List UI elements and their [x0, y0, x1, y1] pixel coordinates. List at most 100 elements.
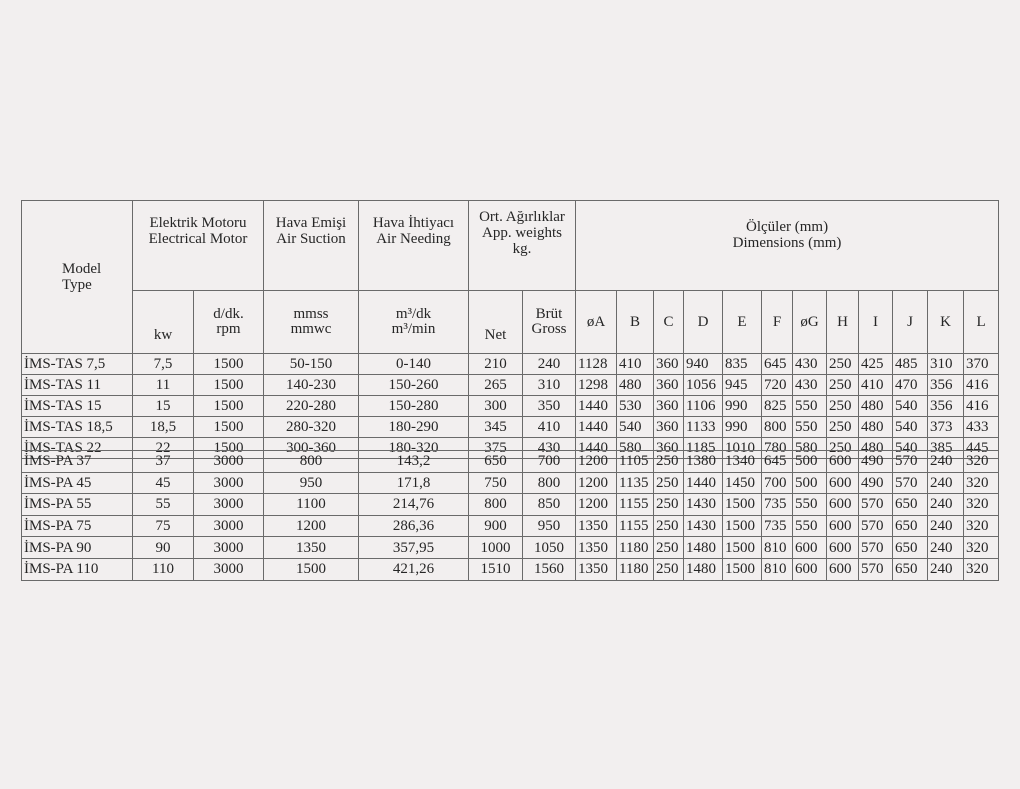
value-cell: 90 [132, 536, 194, 559]
value-cell: 18,5 [132, 416, 194, 438]
value-cell: 250 [826, 395, 860, 417]
value-cell: 500 [792, 471, 827, 495]
value-cell: 373 [927, 416, 965, 438]
value-cell: 1440 [575, 395, 618, 417]
header-dim: B [616, 290, 655, 354]
value-cell: 750 [468, 471, 523, 495]
value-cell: 250 [826, 416, 860, 438]
value-cell: 250 [653, 536, 684, 559]
header-dim: K [927, 290, 965, 354]
value-cell: 416 [963, 395, 1000, 417]
value-cell: 645 [761, 353, 794, 375]
value-cell: 1298 [575, 374, 618, 396]
value-cell: 1500 [722, 514, 762, 538]
value-cell: 1480 [683, 557, 723, 581]
value-cell: 1560 [522, 557, 576, 581]
table-row: İMS-PA 55 55 3000 1100 214,76 800 850 1200 1155 2… [21, 493, 999, 516]
value-cell: 1500 [263, 557, 359, 581]
value-cell: 1200 [575, 450, 617, 473]
header-net: Net [468, 290, 523, 354]
value-cell: 143,2 [358, 450, 469, 473]
value-cell: 600 [826, 493, 859, 516]
value-cell: 110 [132, 557, 194, 581]
value-cell: 240 [927, 471, 964, 495]
spec-table-tas: Model Type Elektrik Motoru Electrical Moto… [21, 200, 1000, 459]
header-dim: E [722, 290, 763, 354]
value-cell: 1056 [683, 374, 724, 396]
value-cell: 15 [132, 395, 194, 417]
header-dim: I [858, 290, 894, 354]
value-cell: 470 [892, 374, 929, 396]
value-cell: 1050 [522, 536, 576, 559]
model-cell: İMS-TAS 7,5 [21, 353, 133, 375]
value-cell: 850 [522, 493, 576, 516]
value-cell: 480 [858, 416, 894, 438]
value-cell: 720 [761, 374, 794, 396]
value-cell: 600 [826, 536, 859, 559]
value-cell: 410 [858, 374, 894, 396]
value-cell: 550 [792, 416, 828, 438]
value-cell: 1430 [683, 493, 723, 516]
value-cell: 735 [761, 493, 793, 516]
table-row: İMS-PA 75 75 3000 1200 286,36 900 950 1350 1155 2… [21, 514, 999, 538]
value-cell: 320 [963, 493, 999, 516]
value-cell: 570 [892, 450, 928, 473]
value-cell: 430 [792, 353, 828, 375]
value-cell: 1350 [575, 536, 617, 559]
header-dim: D [683, 290, 724, 354]
value-cell: 416 [963, 374, 1000, 396]
value-cell: 3000 [193, 514, 264, 538]
header-needing: Hava İhtiyacı Air Needing [358, 200, 469, 291]
value-cell: 45 [132, 471, 194, 495]
header-gross: Brüt Gross [521, 290, 577, 354]
header-suction: Hava Emişi Air Suction [263, 200, 359, 291]
value-cell: 530 [616, 395, 655, 417]
value-cell: 990 [722, 395, 763, 417]
table-row: İMS-PA 110 110 3000 1500 421,26 1510 1560 1350 1… [21, 557, 999, 581]
table-row: İMS-TAS 15 15 1500 220-280 150-280 300 350 1440… [21, 395, 1000, 417]
value-cell: 490 [858, 450, 893, 473]
value-cell: 1135 [616, 471, 654, 495]
value-cell: 1500 [193, 374, 264, 396]
value-cell: 600 [792, 536, 827, 559]
table-row: İMS-TAS 7,5 7,5 1500 50-150 0-140 210 240 1128 4… [21, 353, 1000, 375]
value-cell: 360 [653, 395, 685, 417]
value-cell: 945 [722, 374, 763, 396]
value-cell: 250 [826, 353, 860, 375]
value-cell: 360 [653, 353, 685, 375]
value-cell: 1000 [468, 536, 523, 559]
value-cell: 600 [792, 557, 827, 581]
value-cell: 835 [722, 353, 763, 375]
model-cell: İMS-PA 45 [21, 471, 133, 495]
value-cell: 320 [963, 514, 999, 538]
value-cell: 410 [616, 353, 655, 375]
header-weights: Ort. Ağırlıklar App. weights kg. [467, 200, 577, 291]
header-dim: L [963, 290, 1000, 354]
model-cell: İMS-PA 55 [21, 493, 133, 516]
value-cell: 55 [132, 493, 194, 516]
value-cell: 1180 [616, 557, 654, 581]
value-cell: 410 [521, 416, 577, 438]
header-kw: kw [132, 290, 194, 354]
value-cell: 810 [761, 536, 793, 559]
value-cell: 570 [858, 536, 893, 559]
table-row: İMS-PA 90 90 3000 1350 357,95 1000 1050 1350 118… [21, 536, 999, 559]
value-cell: 600 [826, 557, 859, 581]
value-cell: 490 [858, 471, 893, 495]
spec-table-pa: İMS-PA 37 37 3000 800 143,2 650 700 1200 1105 250… [21, 450, 999, 581]
value-cell: 250 [653, 450, 684, 473]
value-cell: 320 [963, 536, 999, 559]
header-mmss: mmss mmwc [263, 290, 359, 354]
value-cell: 357,95 [358, 536, 469, 559]
table-row: İMS-TAS 11 11 1500 140-230 150-260 265 310 1298… [21, 374, 1000, 396]
header-dimensions: Ölçüler (mm) Dimensions (mm) [575, 200, 1000, 291]
model-cell: İMS-PA 37 [21, 450, 133, 473]
value-cell: 1500 [722, 536, 762, 559]
value-cell: 320 [963, 450, 999, 473]
value-cell: 1450 [722, 471, 762, 495]
value-cell: 1500 [193, 416, 264, 438]
value-cell: 650 [468, 450, 523, 473]
value-cell: 1100 [263, 493, 359, 516]
value-cell: 1380 [683, 450, 723, 473]
model-cell: İMS-PA 110 [21, 557, 133, 581]
